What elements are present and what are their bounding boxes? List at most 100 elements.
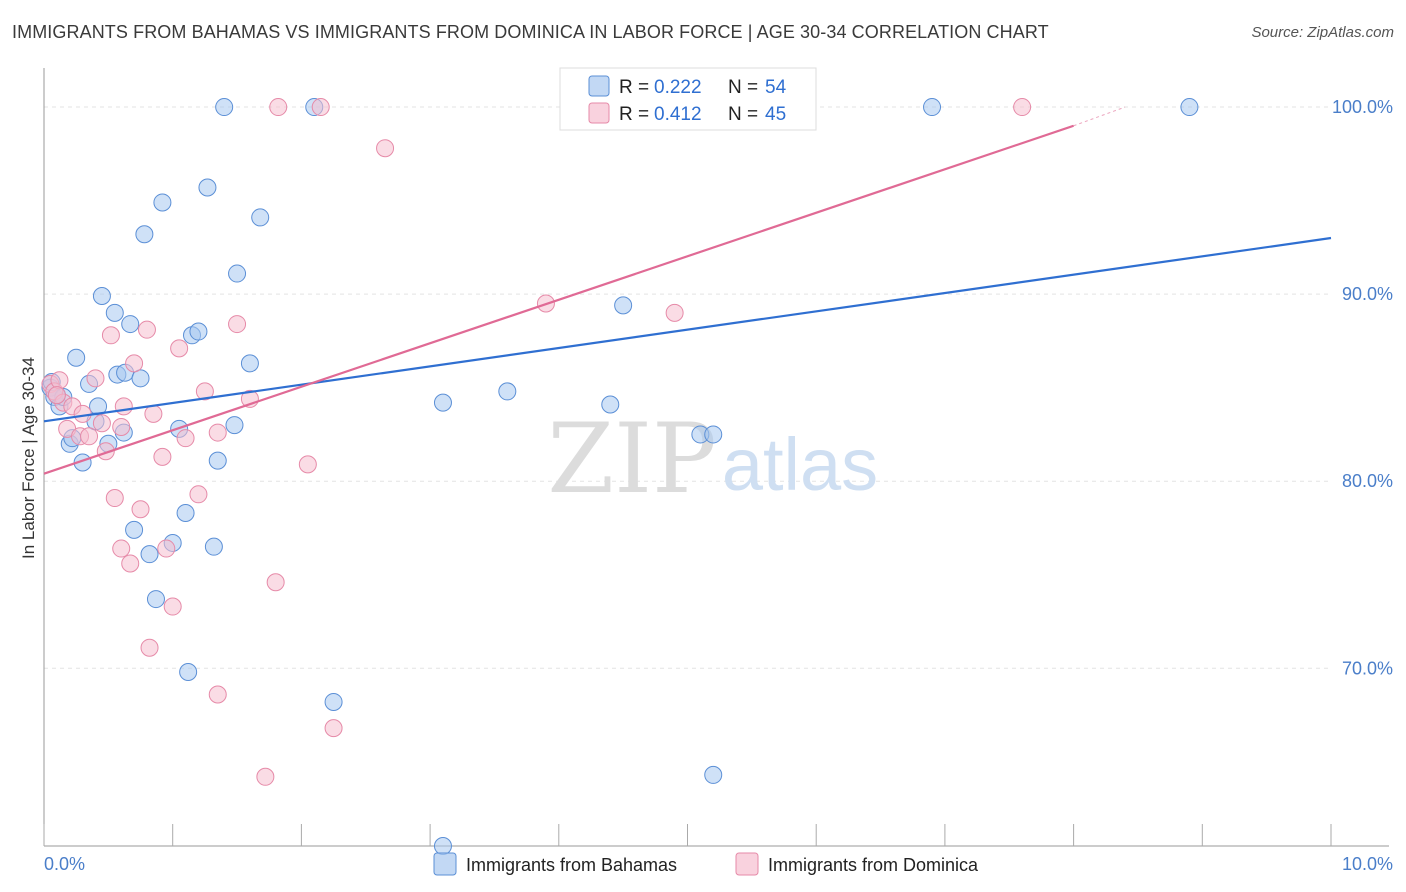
bahamas-point [225,416,244,435]
bahamas-point [67,348,86,367]
bahamas-point [704,765,723,784]
dominica-point [208,685,227,704]
dominica-point [376,139,395,158]
bahamas-point [140,545,159,564]
dominica-trend-line-extension [1073,106,1126,127]
dominica-point [112,417,131,436]
bahamas-point [198,178,217,197]
dominica-point [324,719,343,738]
dominica-point [157,539,176,558]
watermark-zip: ZIP [547,403,716,515]
bahamas-point [92,287,111,306]
legend-box: R = 0.222 N = 54 R = 0.412 N = 45 [559,67,817,131]
x-tick-label: 10.0% [1342,854,1393,874]
legend-r-label-dominica: R = [619,104,649,125]
dominica-point [266,573,285,592]
bottom-legend-swatch-bahamas [433,852,457,876]
bahamas-point [601,395,620,414]
dominica-point [112,539,131,558]
y-tick-label: 100.0% [1332,97,1393,117]
legend-swatch-dominica [588,102,610,124]
dominica-point [298,455,317,474]
dominica-point [50,371,69,390]
watermark: ZIP atlas [547,403,878,515]
bahamas-point [208,451,227,470]
bottom-legend-label-bahamas: Immigrants from Bahamas [466,855,677,875]
bottom-legend-swatch-dominica [735,852,759,876]
bahamas-point [153,193,172,212]
dominica-point [153,447,172,466]
bahamas-point [146,590,165,609]
bahamas-trend-line [43,236,1332,423]
bahamas-point [176,504,195,523]
legend-n-label-dominica: N = [728,104,758,125]
dominica-point [137,320,156,339]
bahamas-point [324,692,343,711]
bahamas-point [135,225,154,244]
dominica-point [176,429,195,448]
dominica-point [121,554,140,573]
dominica-point [114,397,133,416]
bahamas-point [240,354,259,373]
bahamas-point [189,322,208,341]
trend-lines [43,106,1332,475]
dominica-point [228,315,247,334]
dominica-point [73,404,92,423]
bahamas-point [1180,98,1199,117]
y-tick-label: 70.0% [1342,658,1393,678]
dominica-point [144,404,163,423]
dominica-point [195,382,214,401]
y-tick-label: 90.0% [1342,284,1393,304]
bahamas-point [204,537,223,556]
bahamas-point [131,369,150,388]
legend-r-value-bahamas: 0.222 [654,77,702,98]
dominica-point [92,414,111,433]
y-axis-label: In Labor Force | Age 30-34 [19,357,38,559]
source-label: Source: ZipAtlas.com [1251,24,1394,41]
bottom-legend-label-dominica: Immigrants from Dominica [768,855,979,875]
watermark-atlas: atlas [722,423,878,506]
legend-r-label-bahamas: R = [619,77,649,98]
dominica-point [170,339,189,358]
dominica-point [163,597,182,616]
dominica-trend-line [43,124,1074,475]
dominica-point [125,354,144,373]
dominica-point [47,386,66,405]
legend-n-label-bahamas: N = [728,77,758,98]
bahamas-point [251,208,270,227]
bahamas-point [433,837,452,855]
bahamas-point [179,663,198,682]
legend-n-value-bahamas: 54 [765,77,787,98]
bahamas-point [121,315,140,334]
dominica-point [80,427,99,446]
bahamas-point [704,425,723,444]
axes [43,68,1389,847]
legend-swatch-bahamas [588,75,610,97]
bahamas-point [89,397,108,416]
chart-title: IMMIGRANTS FROM BAHAMAS VS IMMIGRANTS FR… [12,22,1049,42]
bahamas-point [614,296,633,315]
dominica-point [86,369,105,388]
dominica-point [140,638,159,657]
tick-labels: 100.0% 90.0% 80.0% 70.0% 0.0% 10.0% [44,97,1393,874]
dominica-point [131,500,150,519]
y-tick-label: 80.0% [1342,471,1393,491]
dominica-point [189,485,208,504]
dominica-point [256,767,275,786]
dominica-point [208,423,227,442]
legend-r-value-dominica: 0.412 [654,104,702,125]
dominica-point [665,303,684,322]
legend-n-value-dominica: 45 [765,104,786,125]
dominica-point [96,442,115,461]
bahamas-point [215,98,234,117]
x-tick-label: 0.0% [44,854,85,874]
bahamas-point [125,520,144,539]
dominica-point [311,98,330,117]
bahamas-point [433,393,452,412]
dominica-point [1013,98,1032,117]
dominica-point [101,326,120,345]
bahamas-point [105,303,124,322]
dominica-point [105,489,124,508]
bottom-legend: Immigrants from Bahamas Immigrants from … [433,852,979,876]
